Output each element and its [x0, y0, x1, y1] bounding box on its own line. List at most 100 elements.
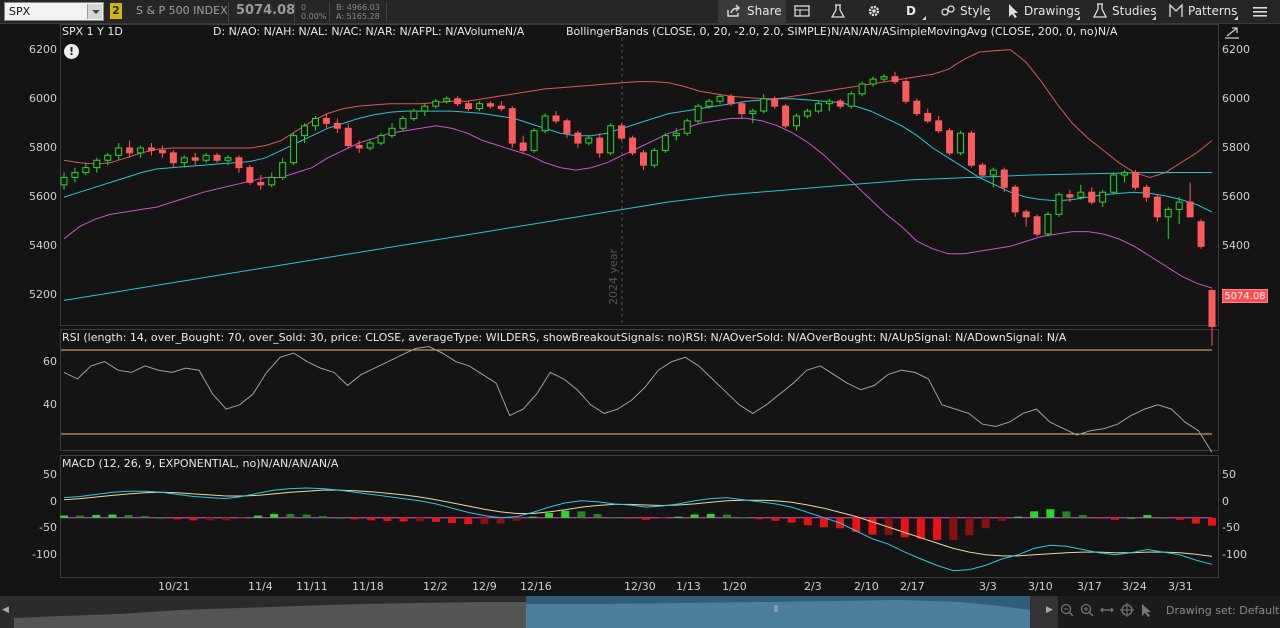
macd-histogram-bar — [1175, 517, 1184, 520]
candle-body — [541, 115, 549, 132]
macd-histogram-bar — [706, 513, 715, 518]
candle-body — [967, 132, 975, 166]
grid-layout-button[interactable] — [788, 0, 816, 23]
candle-body — [563, 120, 571, 134]
dropdown-corner-icon — [922, 16, 926, 20]
cursor-icon — [1009, 4, 1018, 18]
time-axis-tick: 10/21 — [158, 580, 190, 593]
candle-body — [344, 127, 352, 146]
style-menu-button[interactable]: Style — [936, 0, 992, 23]
drawings-menu-button[interactable]: Drawings — [1000, 0, 1082, 23]
macd-histogram-bar — [302, 514, 311, 518]
candle-body — [574, 132, 582, 144]
menu-button[interactable] — [1246, 0, 1274, 23]
macd-histogram-bar — [884, 517, 893, 535]
symbol-value[interactable]: SPX — [9, 5, 31, 18]
navigator-overview[interactable] — [0, 596, 1280, 628]
candle-body — [803, 110, 811, 117]
macd-histogram-bar — [351, 517, 360, 520]
macd-histogram-bar — [981, 517, 990, 529]
flask-icon — [1092, 3, 1108, 18]
macd-pane-title: MACD (12, 26, 9, EXPONENTIAL, no)N/AN/AN… — [62, 457, 339, 470]
time-axis-tick: 3/24 — [1122, 580, 1147, 593]
price-axis-tick: 6000 — [29, 91, 57, 105]
time-axis-tick: 3/31 — [1168, 580, 1193, 593]
pointer-icon[interactable] — [1140, 603, 1154, 617]
drawing-set-label[interactable]: Drawing set: Default — [1166, 604, 1280, 617]
candle-body — [650, 149, 658, 166]
macd-histogram-bar — [140, 516, 149, 518]
macd-histogram-bar — [577, 511, 586, 518]
candle-body — [530, 130, 538, 151]
macd-histogram-bar — [593, 513, 602, 518]
candle-body — [158, 149, 166, 154]
candle-body — [672, 132, 680, 137]
bollinger-upper-band — [63, 49, 1213, 179]
navigator-scroll-right-icon[interactable]: ▶ — [1046, 605, 1053, 615]
candle-body — [82, 167, 90, 174]
macd-axis-tick: -100 — [32, 547, 57, 561]
time-axis-tick: 12/9 — [472, 580, 497, 593]
candle-body — [246, 167, 254, 183]
macd-histogram-bar — [270, 513, 279, 518]
candle-body — [683, 120, 691, 134]
candle-body — [902, 81, 910, 102]
candle-body — [202, 154, 210, 161]
candle-body — [486, 103, 494, 107]
crosshair-icon[interactable] — [1120, 603, 1134, 617]
link-group-badge[interactable]: 2 — [110, 3, 122, 19]
time-axis-tick: 3/3 — [979, 580, 997, 593]
candle-body — [1131, 172, 1139, 188]
macd-histogram-bar — [124, 515, 133, 518]
navigator-scroll-left-icon[interactable]: ◀ — [2, 605, 9, 615]
expand-pane-icon[interactable] — [1224, 26, 1240, 40]
macd-histogram-bar — [674, 516, 683, 518]
rsi-pane[interactable] — [60, 329, 1219, 451]
macd-histogram-bar — [286, 513, 295, 518]
time-axis-tick: 3/10 — [1028, 580, 1053, 593]
price-axis-tick: 5600 — [29, 190, 57, 204]
candle-body — [377, 135, 385, 144]
macd-histogram-bar — [933, 517, 942, 540]
candle-body — [93, 159, 101, 169]
zoom-out-icon[interactable] — [1060, 603, 1074, 617]
macd-histogram-bar — [900, 517, 909, 538]
dropdown-corner-icon — [1076, 16, 1080, 20]
symbol-dropdown-button[interactable] — [87, 4, 102, 19]
candle-body — [1175, 201, 1183, 210]
candle-body — [924, 113, 932, 122]
symbol-input[interactable]: SPX — [4, 2, 104, 21]
macd-histogram-bar — [819, 517, 828, 528]
share-button[interactable]: Share — [718, 0, 786, 23]
candle-body — [989, 169, 997, 176]
timeframe-button[interactable]: D — [894, 0, 928, 23]
candle-body — [333, 122, 341, 129]
zoom-in-icon[interactable] — [1080, 603, 1094, 617]
alert-icon[interactable]: ! — [64, 44, 79, 59]
candle-body — [1044, 213, 1052, 235]
candle-body — [1164, 208, 1172, 218]
candle-body — [1110, 174, 1118, 193]
candle-body — [301, 125, 309, 137]
macd-histogram-bar — [415, 517, 424, 522]
pan-icon[interactable] — [1100, 603, 1114, 617]
patterns-icon — [1169, 3, 1183, 17]
candle-body — [727, 95, 735, 105]
studies-menu-button[interactable]: Studies — [1088, 0, 1158, 23]
chart-settings-button[interactable] — [860, 0, 888, 23]
macd-histogram-bar — [1159, 517, 1168, 519]
beaker-button[interactable] — [824, 0, 852, 23]
time-axis-tick: 12/16 — [520, 580, 552, 593]
toolbar-divider — [228, 2, 229, 22]
macd-histogram-bar — [787, 517, 796, 523]
macd-histogram-bar — [739, 517, 748, 519]
candle-body — [793, 115, 801, 127]
chart-tools-bar — [1058, 596, 1280, 628]
macd-pane[interactable] — [60, 455, 1219, 578]
navigator-grip-icon[interactable]: ⦀ — [774, 605, 778, 615]
candle-body — [946, 130, 954, 154]
patterns-menu-button[interactable]: Patterns — [1164, 0, 1240, 23]
candle-body — [1142, 186, 1150, 198]
macd-histogram-bar — [383, 517, 392, 521]
